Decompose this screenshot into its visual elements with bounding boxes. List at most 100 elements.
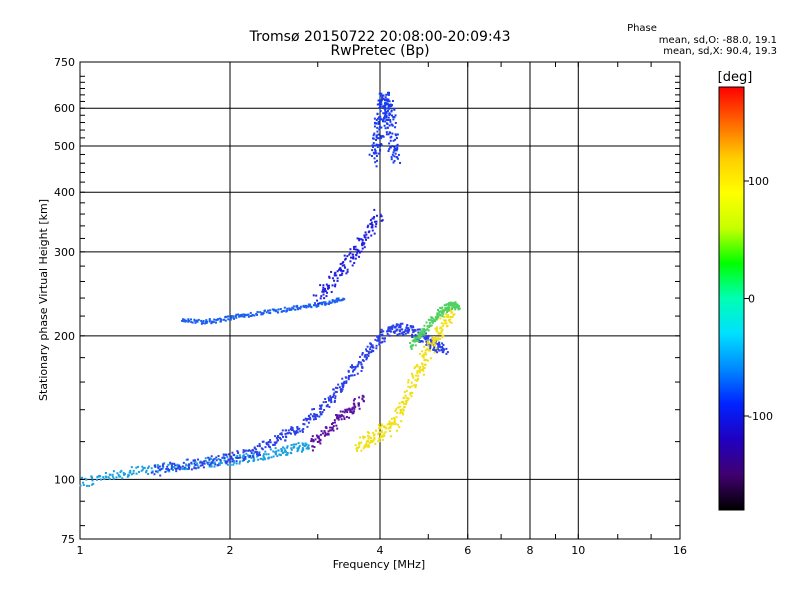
- data-point: [229, 463, 232, 466]
- data-point: [410, 372, 413, 375]
- data-point: [253, 314, 256, 317]
- data-point: [339, 299, 342, 302]
- data-point: [305, 443, 308, 446]
- data-point: [224, 460, 227, 463]
- data-point: [419, 336, 422, 339]
- data-point: [280, 432, 283, 435]
- data-point: [207, 463, 210, 466]
- data-point: [350, 410, 353, 413]
- data-point: [437, 342, 440, 345]
- data-point: [323, 430, 326, 433]
- data-point: [435, 326, 438, 329]
- data-point: [404, 329, 407, 332]
- data-point: [315, 294, 318, 297]
- data-point: [328, 398, 331, 401]
- data-point: [453, 306, 456, 309]
- data-point: [374, 225, 377, 228]
- data-point: [399, 410, 402, 413]
- data-point: [415, 337, 418, 340]
- data-point: [373, 157, 376, 160]
- data-point: [388, 91, 391, 94]
- data-point: [298, 444, 301, 447]
- data-point: [283, 447, 286, 450]
- data-point: [284, 429, 287, 432]
- data-point: [79, 484, 82, 487]
- data-point: [337, 416, 340, 419]
- data-point: [208, 320, 211, 323]
- data-point: [305, 419, 308, 422]
- data-point: [370, 234, 373, 237]
- data-point: [197, 466, 200, 469]
- data-point: [421, 340, 424, 343]
- data-point: [243, 459, 246, 462]
- data-point: [345, 415, 348, 418]
- data-point: [286, 453, 289, 456]
- data-point: [363, 242, 366, 245]
- data-point: [371, 217, 374, 220]
- data-point: [406, 399, 409, 402]
- data-point: [433, 336, 436, 339]
- data-point: [429, 357, 432, 360]
- data-point: [378, 340, 381, 343]
- data-point: [116, 472, 119, 475]
- data-point: [436, 314, 439, 317]
- data-point: [423, 324, 426, 327]
- data-point: [378, 334, 381, 337]
- data-point: [414, 344, 417, 347]
- data-point: [206, 320, 209, 323]
- x-axis-ticks: 1 2 4 6 8 10 16: [77, 62, 687, 557]
- data-point: [351, 370, 354, 373]
- data-point: [421, 328, 424, 331]
- data-point: [421, 365, 424, 368]
- data-point: [202, 461, 205, 464]
- data-point: [277, 449, 280, 452]
- data-point: [435, 318, 438, 321]
- data-point: [316, 440, 319, 443]
- data-point: [370, 351, 373, 354]
- data-point: [318, 407, 321, 410]
- data-point: [387, 109, 390, 112]
- data-point: [411, 344, 414, 347]
- data-point: [385, 133, 388, 136]
- data-point: [349, 248, 352, 251]
- data-point: [423, 330, 426, 333]
- data-point: [409, 325, 412, 328]
- data-point: [442, 334, 445, 337]
- data-point: [352, 245, 355, 248]
- data-point: [351, 408, 354, 411]
- data-point: [399, 405, 402, 408]
- data-point: [364, 231, 367, 234]
- data-point: [360, 238, 363, 241]
- data-point: [208, 461, 211, 464]
- data-point: [296, 447, 299, 450]
- data-point: [362, 395, 365, 398]
- data-point: [394, 121, 397, 124]
- data-point: [329, 395, 332, 398]
- data-point: [240, 313, 243, 316]
- data-point: [333, 274, 336, 277]
- data-point: [378, 431, 381, 434]
- data-point: [340, 299, 343, 302]
- data-point: [435, 329, 438, 332]
- data-point: [387, 119, 390, 122]
- data-point: [451, 306, 454, 309]
- data-point: [399, 325, 402, 328]
- data-point: [208, 457, 211, 460]
- data-point: [405, 396, 408, 399]
- data-point: [371, 431, 374, 434]
- data-point: [424, 338, 427, 341]
- data-point: [182, 320, 185, 323]
- data-point: [183, 468, 186, 471]
- data-point: [354, 405, 357, 408]
- data-point: [97, 475, 100, 478]
- data-point: [333, 400, 336, 403]
- data-point: [429, 319, 432, 322]
- data-point: [380, 429, 383, 432]
- data-point: [175, 467, 178, 470]
- data-point: [322, 290, 325, 293]
- data-point: [423, 345, 426, 348]
- data-point: [308, 304, 311, 307]
- data-point: [377, 427, 380, 430]
- data-point: [417, 334, 420, 337]
- data-point: [178, 464, 181, 467]
